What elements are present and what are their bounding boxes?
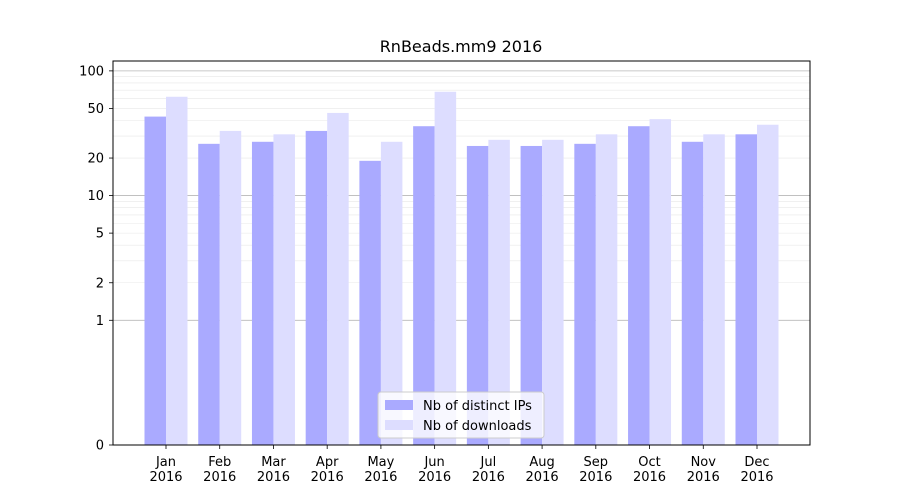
y-tick-label: 100: [79, 64, 104, 79]
x-tick-label: Jul 2016: [472, 455, 505, 485]
x-tick-label: Sep 2016: [579, 455, 612, 485]
legend-label: Nb of distinct IPs: [423, 399, 532, 414]
y-tick-label: 5: [96, 227, 104, 242]
bar-distinct-ips: [681, 141, 704, 445]
x-tick-label: Mar 2016: [257, 455, 290, 485]
bar-distinct-ips: [198, 143, 220, 446]
x-tick-label: Dec 2016: [740, 455, 773, 485]
bar-distinct-ips: [466, 145, 489, 446]
bar-distinct-ips: [359, 160, 381, 445]
bar-downloads: [166, 96, 188, 446]
x-tick-label-line: 2016: [472, 470, 505, 485]
legend-swatch: [385, 420, 413, 430]
bar-distinct-ips: [251, 141, 274, 445]
bar-downloads: [219, 130, 242, 445]
bar-distinct-ips: [305, 130, 328, 445]
bar-distinct-ips: [628, 126, 650, 446]
bar-distinct-ips: [520, 145, 543, 446]
x-tick-label-line: 2016: [526, 470, 559, 485]
y-tick-label: 1: [96, 314, 104, 329]
bar-downloads: [595, 134, 618, 445]
x-tick-label-line: Dec: [744, 455, 769, 470]
x-tick-label-line: Jun: [423, 455, 444, 470]
x-tick-label-line: May: [367, 455, 394, 470]
bar-downloads: [649, 119, 672, 446]
chart-title: RnBeads.mm9 2016: [380, 37, 543, 56]
x-tick-label: Aug 2016: [526, 455, 559, 485]
x-tick-label-line: 2016: [203, 470, 236, 485]
y-tick-label: 2: [96, 276, 104, 291]
x-tick-label: Jan 2016: [149, 455, 182, 485]
x-tick-label-line: 2016: [687, 470, 720, 485]
x-tick-label: Nov 2016: [687, 455, 720, 485]
legend-box: [377, 391, 545, 439]
y-tick-label: 10: [87, 189, 104, 204]
bar-distinct-ips: [413, 126, 435, 446]
y-tick-label: 0: [96, 439, 104, 454]
x-tick-label-line: 2016: [740, 470, 773, 485]
bar-distinct-ips: [144, 116, 166, 445]
x-tick-label-line: Mar: [261, 455, 286, 470]
bar-downloads: [542, 139, 564, 445]
x-tick-label: Apr 2016: [311, 455, 344, 485]
y-tick-label: 20: [87, 152, 104, 167]
x-tick-label-line: 2016: [311, 470, 344, 485]
bar-downloads: [488, 139, 510, 445]
x-tick-label-line: 2016: [418, 470, 451, 485]
y-tick-label: 50: [87, 102, 104, 117]
bar-downloads: [757, 124, 779, 445]
bars: [144, 91, 779, 446]
x-tick-label-line: 2016: [579, 470, 612, 485]
bar-downloads: [434, 91, 457, 445]
legend: Nb of distinct IPs Nb of downloads: [377, 391, 545, 439]
x-tick-label-line: Feb: [208, 455, 231, 470]
x-tick-label-line: 2016: [364, 470, 397, 485]
x-tick-label-line: Nov: [691, 455, 717, 470]
plot-frame: [112, 60, 811, 446]
bar-downloads: [273, 134, 295, 445]
x-tick-label-line: Jul: [480, 455, 497, 470]
legend-swatch: [385, 400, 413, 410]
x-tick-label-line: Sep: [584, 455, 609, 470]
x-tick-label: Jun 2016: [418, 455, 451, 485]
bar-distinct-ips: [735, 134, 757, 445]
x-tick-label-line: Aug: [529, 455, 554, 470]
bar-downloads: [327, 112, 349, 446]
x-tick-label: Feb 2016: [203, 455, 236, 485]
bar-distinct-ips: [574, 143, 596, 446]
x-tick-label-line: 2016: [257, 470, 290, 485]
x-tick-label: May 2016: [364, 455, 397, 485]
x-tick-label-line: Apr: [316, 455, 339, 470]
x-tick-label-line: 2016: [633, 470, 666, 485]
x-tick-label-line: Oct: [638, 455, 660, 470]
legend-label: Nb of downloads: [423, 419, 532, 434]
bar-downloads: [380, 141, 403, 445]
bar-downloads: [703, 134, 725, 445]
x-tick-label: Oct 2016: [633, 455, 666, 485]
x-tick-label-line: 2016: [149, 470, 182, 485]
x-tick-label-line: Jan: [155, 455, 176, 470]
